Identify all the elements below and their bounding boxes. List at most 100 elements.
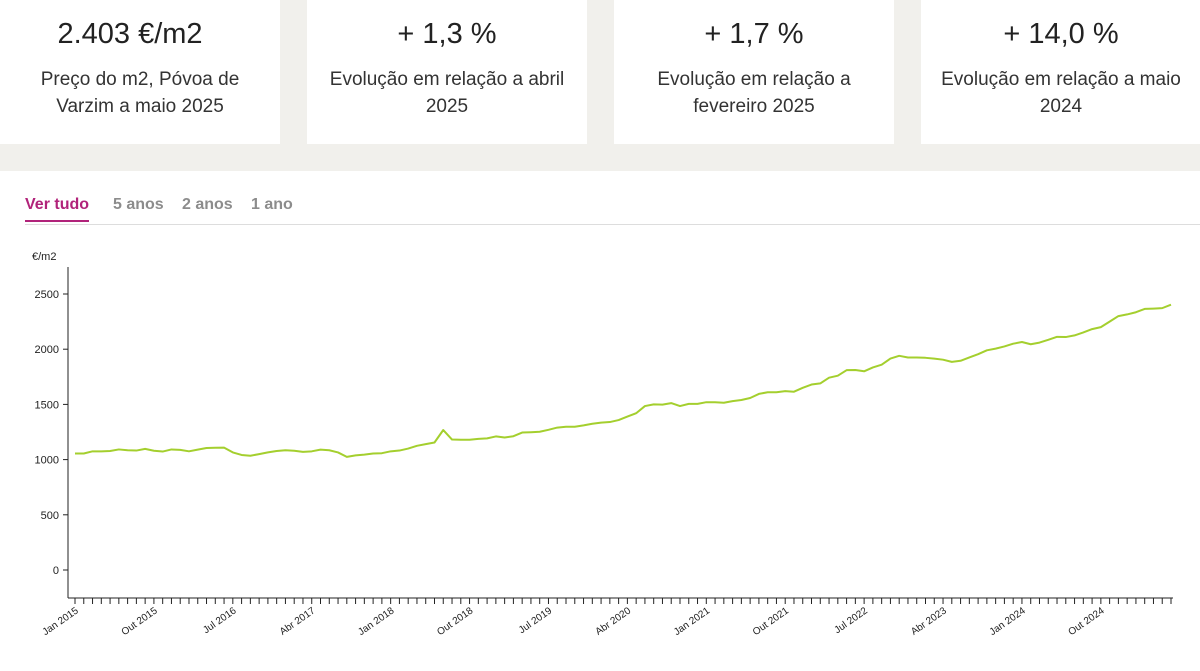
price-line-chart: €/m2 0 500 1000 1500 2000 2500 Jan 2015 Out 2015… <box>32 251 1173 638</box>
data-point <box>346 456 348 458</box>
data-point <box>688 403 690 405</box>
stat-value-yearly-change: + 14,0 % <box>1003 18 1119 50</box>
stat-value-monthly-change: + 1,3 % <box>397 18 497 50</box>
tab-5-anos[interactable]: 5 anos <box>113 196 164 213</box>
data-point <box>188 450 190 452</box>
data-point <box>504 437 506 439</box>
data-point <box>109 450 111 452</box>
data-point <box>223 447 225 449</box>
tab-ver-tudo[interactable]: Ver tudo <box>25 196 90 222</box>
data-point <box>1170 304 1172 306</box>
data-point <box>337 451 339 453</box>
data-point <box>600 422 602 424</box>
data-point <box>512 435 514 437</box>
data-point <box>135 450 137 452</box>
data-point <box>153 450 155 452</box>
x-tick-label: Out 2018 <box>435 605 475 638</box>
x-tick-label: Abr 2023 <box>909 605 949 638</box>
stat-label-quarterly-change: Evolução em relação a fevereiro 2025 <box>657 69 851 117</box>
data-point <box>320 449 322 451</box>
tab-2-anos[interactable]: 2 anos <box>182 196 233 213</box>
data-point <box>74 453 76 455</box>
stat-card-price: 2.403 €/m2 Preço do m2, Póvoa de Varzim … <box>0 0 280 144</box>
data-point <box>355 454 357 456</box>
data-point <box>214 447 216 449</box>
stat-value-quarterly-change: + 1,7 % <box>704 18 804 50</box>
data-point <box>714 401 716 403</box>
data-point <box>740 399 742 401</box>
data-point <box>1056 336 1058 338</box>
x-tick-label: Jan 2021 <box>672 605 712 638</box>
data-point <box>583 424 585 426</box>
data-point <box>942 359 944 361</box>
data-point <box>846 369 848 371</box>
data-point <box>521 432 523 434</box>
data-point <box>127 449 129 451</box>
x-tick-label: Jul 2022 <box>833 605 871 636</box>
data-point <box>653 403 655 405</box>
data-point <box>258 453 260 455</box>
data-point <box>907 356 909 358</box>
data-point <box>232 451 234 453</box>
data-point <box>986 349 988 351</box>
data-point <box>442 429 444 431</box>
data-point <box>1161 307 1163 309</box>
data-point <box>495 435 497 437</box>
data-point <box>197 449 199 451</box>
y-tick-label: 2000 <box>35 344 59 356</box>
data-point <box>1065 336 1067 338</box>
data-point <box>916 356 918 358</box>
data-point <box>1135 311 1137 313</box>
data-point <box>407 448 409 450</box>
data-point <box>547 429 549 431</box>
data-point <box>249 455 251 457</box>
stat-card-quarterly-change: + 1,7 % Evolução em relação a fevereiro … <box>614 0 894 144</box>
data-point <box>416 445 418 447</box>
period-tabs: Ver tudo 5 anos 2 anos 1 ano <box>25 196 1200 225</box>
data-point <box>1109 321 1111 323</box>
y-tick-label: 1000 <box>35 455 59 467</box>
data-point <box>1100 326 1102 328</box>
data-point <box>425 443 427 445</box>
data-point <box>951 361 953 363</box>
x-tick-label: Out 2024 <box>1067 605 1107 638</box>
data-point <box>241 454 243 456</box>
data-point <box>328 449 330 451</box>
stat-card-monthly-change: + 1,3 % Evolução em relação a abril 2025 <box>307 0 587 144</box>
data-point <box>732 400 734 402</box>
data-point <box>924 357 926 359</box>
data-point <box>635 412 637 414</box>
data-point <box>968 356 970 358</box>
x-tick-label: Jul 2019 <box>517 605 555 636</box>
data-point <box>162 451 164 453</box>
data-point <box>767 391 769 393</box>
data-point <box>819 382 821 384</box>
data-point <box>872 366 874 368</box>
data-point <box>469 439 471 441</box>
data-point <box>460 439 462 441</box>
data-point <box>311 450 313 452</box>
data-point <box>837 375 839 377</box>
data-point <box>451 439 453 441</box>
data-point <box>1091 328 1093 330</box>
data-point <box>1126 313 1128 315</box>
x-tick-label: Jan 2015 <box>41 605 81 638</box>
data-point <box>723 402 725 404</box>
tab-1-ano[interactable]: 1 ano <box>251 196 293 213</box>
data-point <box>284 449 286 451</box>
data-point <box>1012 343 1014 345</box>
stat-label-price: Preço do m2, Póvoa de Varzim a maio 2025 <box>40 69 240 117</box>
data-point <box>381 452 383 454</box>
data-point <box>276 450 278 452</box>
data-point <box>618 419 620 421</box>
data-point <box>398 450 400 452</box>
data-point <box>574 426 576 428</box>
data-point <box>565 426 567 428</box>
data-point <box>591 423 593 425</box>
data-point <box>170 448 172 450</box>
x-tick-label: Out 2015 <box>120 605 160 638</box>
data-point <box>144 448 146 450</box>
data-point <box>854 369 856 371</box>
data-point <box>661 404 663 406</box>
data-point <box>118 448 120 450</box>
